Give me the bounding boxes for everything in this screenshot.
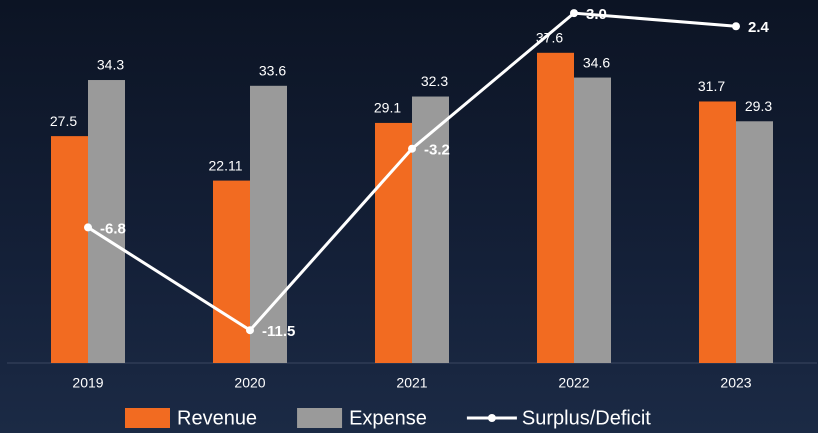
line-point [246, 326, 254, 335]
value-label: 33.6 [259, 63, 286, 79]
value-label: 34.6 [583, 54, 610, 70]
value-label: 32.3 [421, 73, 448, 89]
value-label: 31.7 [698, 78, 725, 94]
legend-label: Surplus/Deficit [522, 407, 651, 429]
bar [88, 80, 125, 364]
value-label: 29.1 [374, 100, 401, 116]
bar [574, 77, 611, 364]
legend-swatch [487, 414, 496, 422]
value-label: -3.2 [424, 142, 450, 159]
x-tick-label: 2023 [720, 375, 751, 391]
line-point [570, 9, 578, 18]
x-tick-label: 2022 [558, 375, 589, 391]
value-label: -11.5 [262, 323, 295, 340]
value-label: -6.8 [100, 220, 126, 237]
legend-label: Revenue [177, 407, 257, 429]
bar [375, 122, 412, 363]
value-label: 29.3 [745, 98, 772, 114]
bar [736, 121, 773, 364]
bar [699, 101, 736, 363]
bar [412, 96, 449, 364]
value-label: 37.6 [536, 30, 563, 46]
legend-swatch [297, 408, 343, 428]
bar [213, 180, 250, 363]
line-point [408, 144, 416, 153]
bar [250, 85, 287, 364]
value-label: 22.11 [209, 157, 243, 173]
value-label: 2.4 [748, 19, 770, 36]
legend-swatch [125, 408, 170, 428]
legend-label: Expense [349, 407, 427, 429]
line-point [732, 22, 740, 31]
x-tick-label: 2021 [396, 375, 427, 391]
bar [51, 136, 88, 363]
line-point [84, 223, 92, 232]
x-tick-label: 2019 [72, 375, 103, 391]
value-label: 34.3 [97, 57, 124, 73]
value-label: 27.5 [50, 113, 77, 129]
value-label: 3.0 [586, 6, 607, 23]
x-tick-label: 2020 [234, 375, 265, 391]
bar [537, 52, 574, 364]
